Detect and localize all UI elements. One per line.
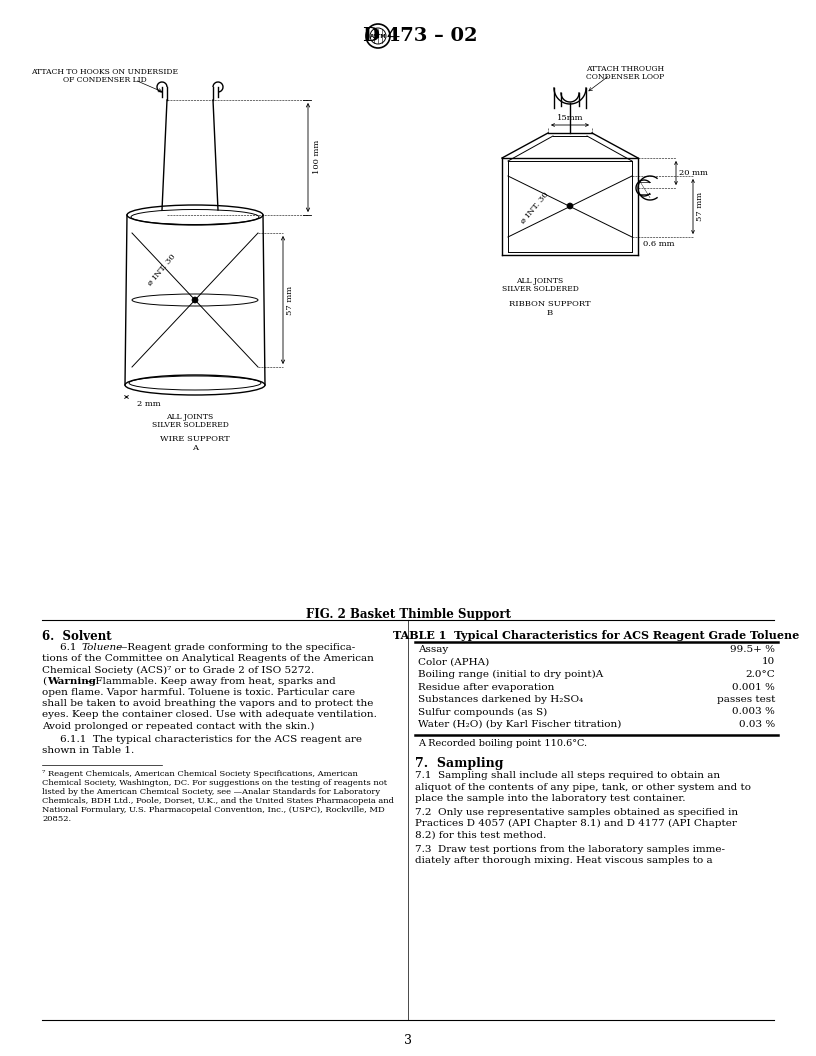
Text: Avoid prolonged or repeated contact with the skin.): Avoid prolonged or repeated contact with… <box>42 721 314 731</box>
Text: —Reagent grade conforming to the specifica-: —Reagent grade conforming to the specifi… <box>117 643 355 652</box>
Text: Color (APHA): Color (APHA) <box>418 658 490 666</box>
Text: 7.1  Sampling shall include all steps required to obtain an: 7.1 Sampling shall include all steps req… <box>415 772 721 780</box>
Text: TABLE 1  Typical Characteristics for ACS Reagent Grade Toluene: TABLE 1 Typical Characteristics for ACS … <box>393 630 800 641</box>
Text: CONDENSER LOOP: CONDENSER LOOP <box>586 73 664 81</box>
Text: 2 mm: 2 mm <box>137 400 161 408</box>
Text: diately after thorough mixing. Heat viscous samples to a: diately after thorough mixing. Heat visc… <box>415 856 712 865</box>
Text: ASTM: ASTM <box>370 34 386 38</box>
Text: Boiling range (initial to dry point)A: Boiling range (initial to dry point)A <box>418 670 603 679</box>
Text: Substances darkened by H₂SO₄: Substances darkened by H₂SO₄ <box>418 695 583 704</box>
Text: 100 mm: 100 mm <box>313 139 321 174</box>
Text: Toluene: Toluene <box>82 643 123 652</box>
Text: 8.2) for this test method.: 8.2) for this test method. <box>415 830 546 840</box>
Text: 10: 10 <box>762 658 775 666</box>
Text: SILVER SOLDERED: SILVER SOLDERED <box>152 421 228 429</box>
Text: Chemical Society (ACS)⁷ or to Grade 2 of ISO 5272.: Chemical Society (ACS)⁷ or to Grade 2 of… <box>42 665 314 675</box>
Text: 3: 3 <box>404 1034 412 1046</box>
Text: Residue after evaporation: Residue after evaporation <box>418 682 554 692</box>
Text: ATTACH THROUGH: ATTACH THROUGH <box>586 65 664 73</box>
Text: OF CONDENSER LID: OF CONDENSER LID <box>63 76 147 84</box>
Text: 0.03 %: 0.03 % <box>738 720 775 729</box>
Text: listed by the American Chemical Society, see —Analar Standards for Laboratory: listed by the American Chemical Society,… <box>42 788 380 796</box>
Text: 20852.: 20852. <box>42 815 71 823</box>
Text: 6.1: 6.1 <box>60 643 83 652</box>
Text: 0.001 %: 0.001 % <box>732 682 775 692</box>
Text: eyes. Keep the container closed. Use with adequate ventilation.: eyes. Keep the container closed. Use wit… <box>42 711 377 719</box>
Text: National Formulary, U.S. Pharmacopeial Convention, Inc., (USPC), Rockville, MD: National Formulary, U.S. Pharmacopeial C… <box>42 806 385 814</box>
Text: A: A <box>192 444 198 452</box>
Text: Water (H₂O) (by Karl Fischer titration): Water (H₂O) (by Karl Fischer titration) <box>418 720 621 729</box>
Text: tions of the Committee on Analytical Reagents of the American: tions of the Committee on Analytical Rea… <box>42 655 374 663</box>
Text: WIRE SUPPORT: WIRE SUPPORT <box>160 435 230 444</box>
Text: —Flammable. Keep away from heat, sparks and: —Flammable. Keep away from heat, sparks … <box>85 677 335 685</box>
Text: ø INT. 30: ø INT. 30 <box>146 252 177 287</box>
Text: 6.1.1  The typical characteristics for the ACS reagent are: 6.1.1 The typical characteristics for th… <box>60 735 362 743</box>
Text: passes test: passes test <box>716 695 775 704</box>
Text: A Recorded boiling point 110.6°C.: A Recorded boiling point 110.6°C. <box>418 738 588 748</box>
Circle shape <box>567 203 573 209</box>
Text: 7.3  Draw test portions from the laboratory samples imme-: 7.3 Draw test portions from the laborato… <box>415 845 725 853</box>
Text: 20 mm: 20 mm <box>679 169 707 177</box>
Text: 0.6 mm: 0.6 mm <box>643 240 675 248</box>
Text: (: ( <box>42 677 47 685</box>
Text: shall be taken to avoid breathing the vapors and to protect the: shall be taken to avoid breathing the va… <box>42 699 374 708</box>
Text: Warning: Warning <box>47 677 95 685</box>
Text: Practices D 4057 (API Chapter 8.1) and D 4177 (API Chapter: Practices D 4057 (API Chapter 8.1) and D… <box>415 819 737 828</box>
Text: 99.5+ %: 99.5+ % <box>730 645 775 654</box>
Text: 0.003 %: 0.003 % <box>732 708 775 717</box>
Text: aliquot of the contents of any pipe, tank, or other system and to: aliquot of the contents of any pipe, tan… <box>415 782 751 792</box>
Text: open flame. Vapor harmful. Toluene is toxic. Particular care: open flame. Vapor harmful. Toluene is to… <box>42 687 355 697</box>
Text: 7.  Sampling: 7. Sampling <box>415 757 503 771</box>
Text: 6.  Solvent: 6. Solvent <box>42 630 112 643</box>
Text: ⁷ Reagent Chemicals, American Chemical Society Specifications, American: ⁷ Reagent Chemicals, American Chemical S… <box>42 770 358 778</box>
Text: Chemicals, BDH Ltd., Poole, Dorset, U.K., and the United States Pharmacopeia and: Chemicals, BDH Ltd., Poole, Dorset, U.K.… <box>42 797 394 805</box>
Text: RIBBON SUPPORT: RIBBON SUPPORT <box>509 300 591 308</box>
Text: 15mm: 15mm <box>557 114 583 122</box>
Text: Chemical Society, Washington, DC. For suggestions on the testing of reagents not: Chemical Society, Washington, DC. For su… <box>42 779 387 787</box>
Text: place the sample into the laboratory test container.: place the sample into the laboratory tes… <box>415 794 685 803</box>
Text: B: B <box>547 309 553 317</box>
Text: Sulfur compounds (as S): Sulfur compounds (as S) <box>418 708 548 717</box>
Text: ATTACH TO HOOKS ON UNDERSIDE: ATTACH TO HOOKS ON UNDERSIDE <box>32 68 179 76</box>
Text: SILVER SOLDERED: SILVER SOLDERED <box>502 285 579 293</box>
Text: 57 mm: 57 mm <box>696 191 704 221</box>
Text: 7.2  Only use representative samples obtained as specified in: 7.2 Only use representative samples obta… <box>415 808 738 817</box>
Text: 2.0°C: 2.0°C <box>745 670 775 679</box>
Text: shown in Table 1.: shown in Table 1. <box>42 746 135 755</box>
Text: D 473 – 02: D 473 – 02 <box>363 27 477 45</box>
Text: ø INT. 30: ø INT. 30 <box>519 191 550 225</box>
Text: ALL JOINTS: ALL JOINTS <box>517 277 564 285</box>
Text: ALL JOINTS: ALL JOINTS <box>166 413 214 421</box>
Text: 57 mm: 57 mm <box>286 285 294 315</box>
Circle shape <box>192 297 198 303</box>
Text: FIG. 2 Basket Thimble Support: FIG. 2 Basket Thimble Support <box>305 608 511 621</box>
Text: Assay: Assay <box>418 645 448 654</box>
